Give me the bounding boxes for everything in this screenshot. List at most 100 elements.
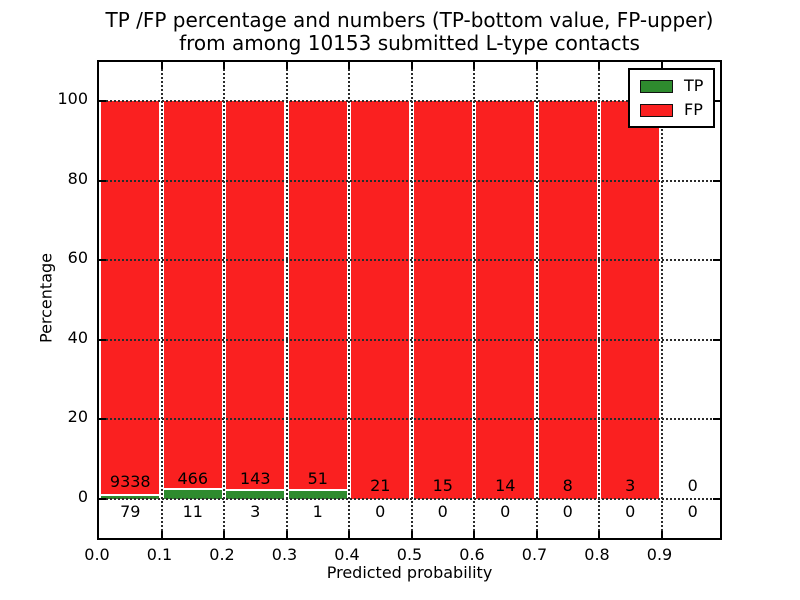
fp-count-label: 8 (562, 476, 573, 495)
x-axis-label: Predicted probability (326, 563, 493, 582)
gridline-vertical (660, 62, 663, 538)
legend-item-tp: TP (640, 78, 703, 94)
x-tick-label: 0.3 (271, 545, 298, 564)
legend: TP FP (628, 68, 716, 128)
y-tick-mark (99, 498, 106, 500)
fp-bar (288, 101, 347, 492)
chart-title: TP /FP percentage and numbers (TP-bottom… (97, 9, 722, 55)
gridline-horizontal (99, 100, 720, 102)
y-tick-mark (99, 179, 106, 182)
tp-count-label: 0 (687, 502, 698, 521)
tp-count-label: 0 (437, 502, 448, 521)
fp-count-label: 14 (495, 476, 516, 495)
y-tick-label: 100 (57, 89, 88, 108)
fp-count-label: 3 (625, 476, 636, 495)
tp-legend-label: TP (684, 76, 704, 95)
x-tick-mark (660, 62, 663, 69)
x-tick-mark (535, 62, 538, 69)
x-tick-mark (598, 531, 600, 538)
tp-count-label: 11 (182, 502, 203, 521)
gridline-vertical (410, 62, 413, 538)
y-tick-mark (713, 100, 720, 102)
y-tick-label: 0 (77, 487, 88, 506)
y-tick-mark (99, 338, 106, 341)
gridline-horizontal (99, 259, 720, 262)
x-tick-mark (535, 531, 538, 538)
x-tick-mark (160, 531, 163, 538)
y-tick-mark (99, 259, 106, 262)
x-tick-label: 0.8 (584, 545, 610, 564)
y-tick-label: 80 (67, 168, 88, 188)
fp-bar (163, 101, 222, 490)
tp-count-label: 0 (625, 502, 636, 521)
fp-count-label: 466 (177, 469, 209, 488)
chart-title-line1: TP /FP percentage and numbers (TP-bottom… (105, 8, 714, 32)
x-tick-label: 0.6 (459, 545, 485, 564)
fp-bar (476, 101, 535, 499)
x-tick-mark (410, 531, 413, 538)
gridline-vertical (160, 62, 163, 538)
x-tick-label: 0.2 (209, 545, 235, 564)
fp-count-label: 0 (687, 476, 698, 495)
y-tick-mark (713, 418, 720, 421)
plot-area: TP FP 9338 79 466 11 143 3 51 1 21 0 15 0 14 0 8 0 3 0 0 0 (97, 60, 722, 540)
fp-count-label: 21 (370, 476, 391, 495)
gridline-vertical (223, 62, 225, 538)
x-tick-mark (285, 62, 288, 69)
fp-count-label: 15 (432, 476, 453, 495)
tp-count-label: 0 (562, 502, 573, 521)
y-tick-mark (99, 418, 106, 421)
x-tick-label: 0.5 (396, 545, 423, 564)
gridline-vertical (598, 62, 600, 538)
y-tick-label: 60 (67, 248, 88, 268)
legend-item-fp: FP (640, 102, 703, 118)
chart-title-line2: from among 10153 submitted L-type contac… (179, 31, 640, 55)
x-tick-label: 0.9 (646, 545, 673, 564)
fp-count-label: 51 (307, 469, 328, 488)
x-tick-label: 0.1 (146, 545, 173, 564)
tp-count-label: 1 (312, 502, 323, 521)
tp-bar (288, 491, 347, 499)
gridline-horizontal (99, 498, 720, 500)
fp-bar (601, 101, 660, 499)
x-tick-mark (348, 531, 350, 538)
y-tick-mark (713, 338, 720, 341)
y-tick-label: 40 (67, 327, 88, 347)
fp-bar (351, 101, 410, 499)
tp-legend-swatch (640, 79, 673, 93)
x-tick-label: 0.0 (84, 545, 110, 564)
y-tick-mark (713, 179, 720, 182)
tp-bar (163, 489, 222, 499)
tp-count-label: 0 (500, 502, 511, 521)
x-tick-mark (473, 531, 475, 538)
fp-count-label: 143 (239, 469, 271, 488)
fp-bar (226, 101, 285, 491)
x-tick-mark (160, 62, 163, 69)
tp-count-label: 3 (250, 502, 261, 521)
gridline-vertical (285, 62, 288, 538)
fp-bar (538, 101, 597, 499)
tp-count-label: 79 (120, 502, 141, 521)
tp-count-label: 0 (375, 502, 386, 521)
x-tick-label: 0.7 (521, 545, 548, 564)
gridline-vertical (473, 62, 475, 538)
gridline-vertical (348, 62, 350, 538)
fp-bar (413, 101, 472, 499)
tp-bar (226, 490, 285, 499)
x-tick-label: 0.4 (334, 545, 360, 564)
gridline-horizontal (99, 338, 720, 341)
x-tick-mark (285, 531, 288, 538)
x-tick-mark (598, 62, 600, 69)
x-tick-mark (660, 531, 663, 538)
fp-legend-label: FP (684, 100, 703, 119)
y-tick-mark (99, 100, 106, 102)
gridline-horizontal (99, 179, 720, 182)
x-tick-mark (348, 62, 350, 69)
fp-count-label: 9338 (109, 472, 151, 491)
x-tick-mark (410, 62, 413, 69)
x-tick-mark (223, 62, 225, 69)
gridline-vertical (535, 62, 538, 538)
fp-legend-swatch (640, 103, 673, 117)
y-tick-mark (713, 259, 720, 262)
